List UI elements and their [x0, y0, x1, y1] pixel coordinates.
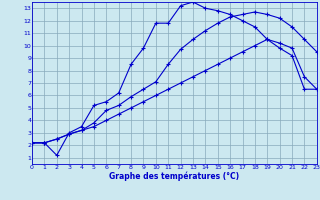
X-axis label: Graphe des températures (°C): Graphe des températures (°C) [109, 171, 239, 181]
